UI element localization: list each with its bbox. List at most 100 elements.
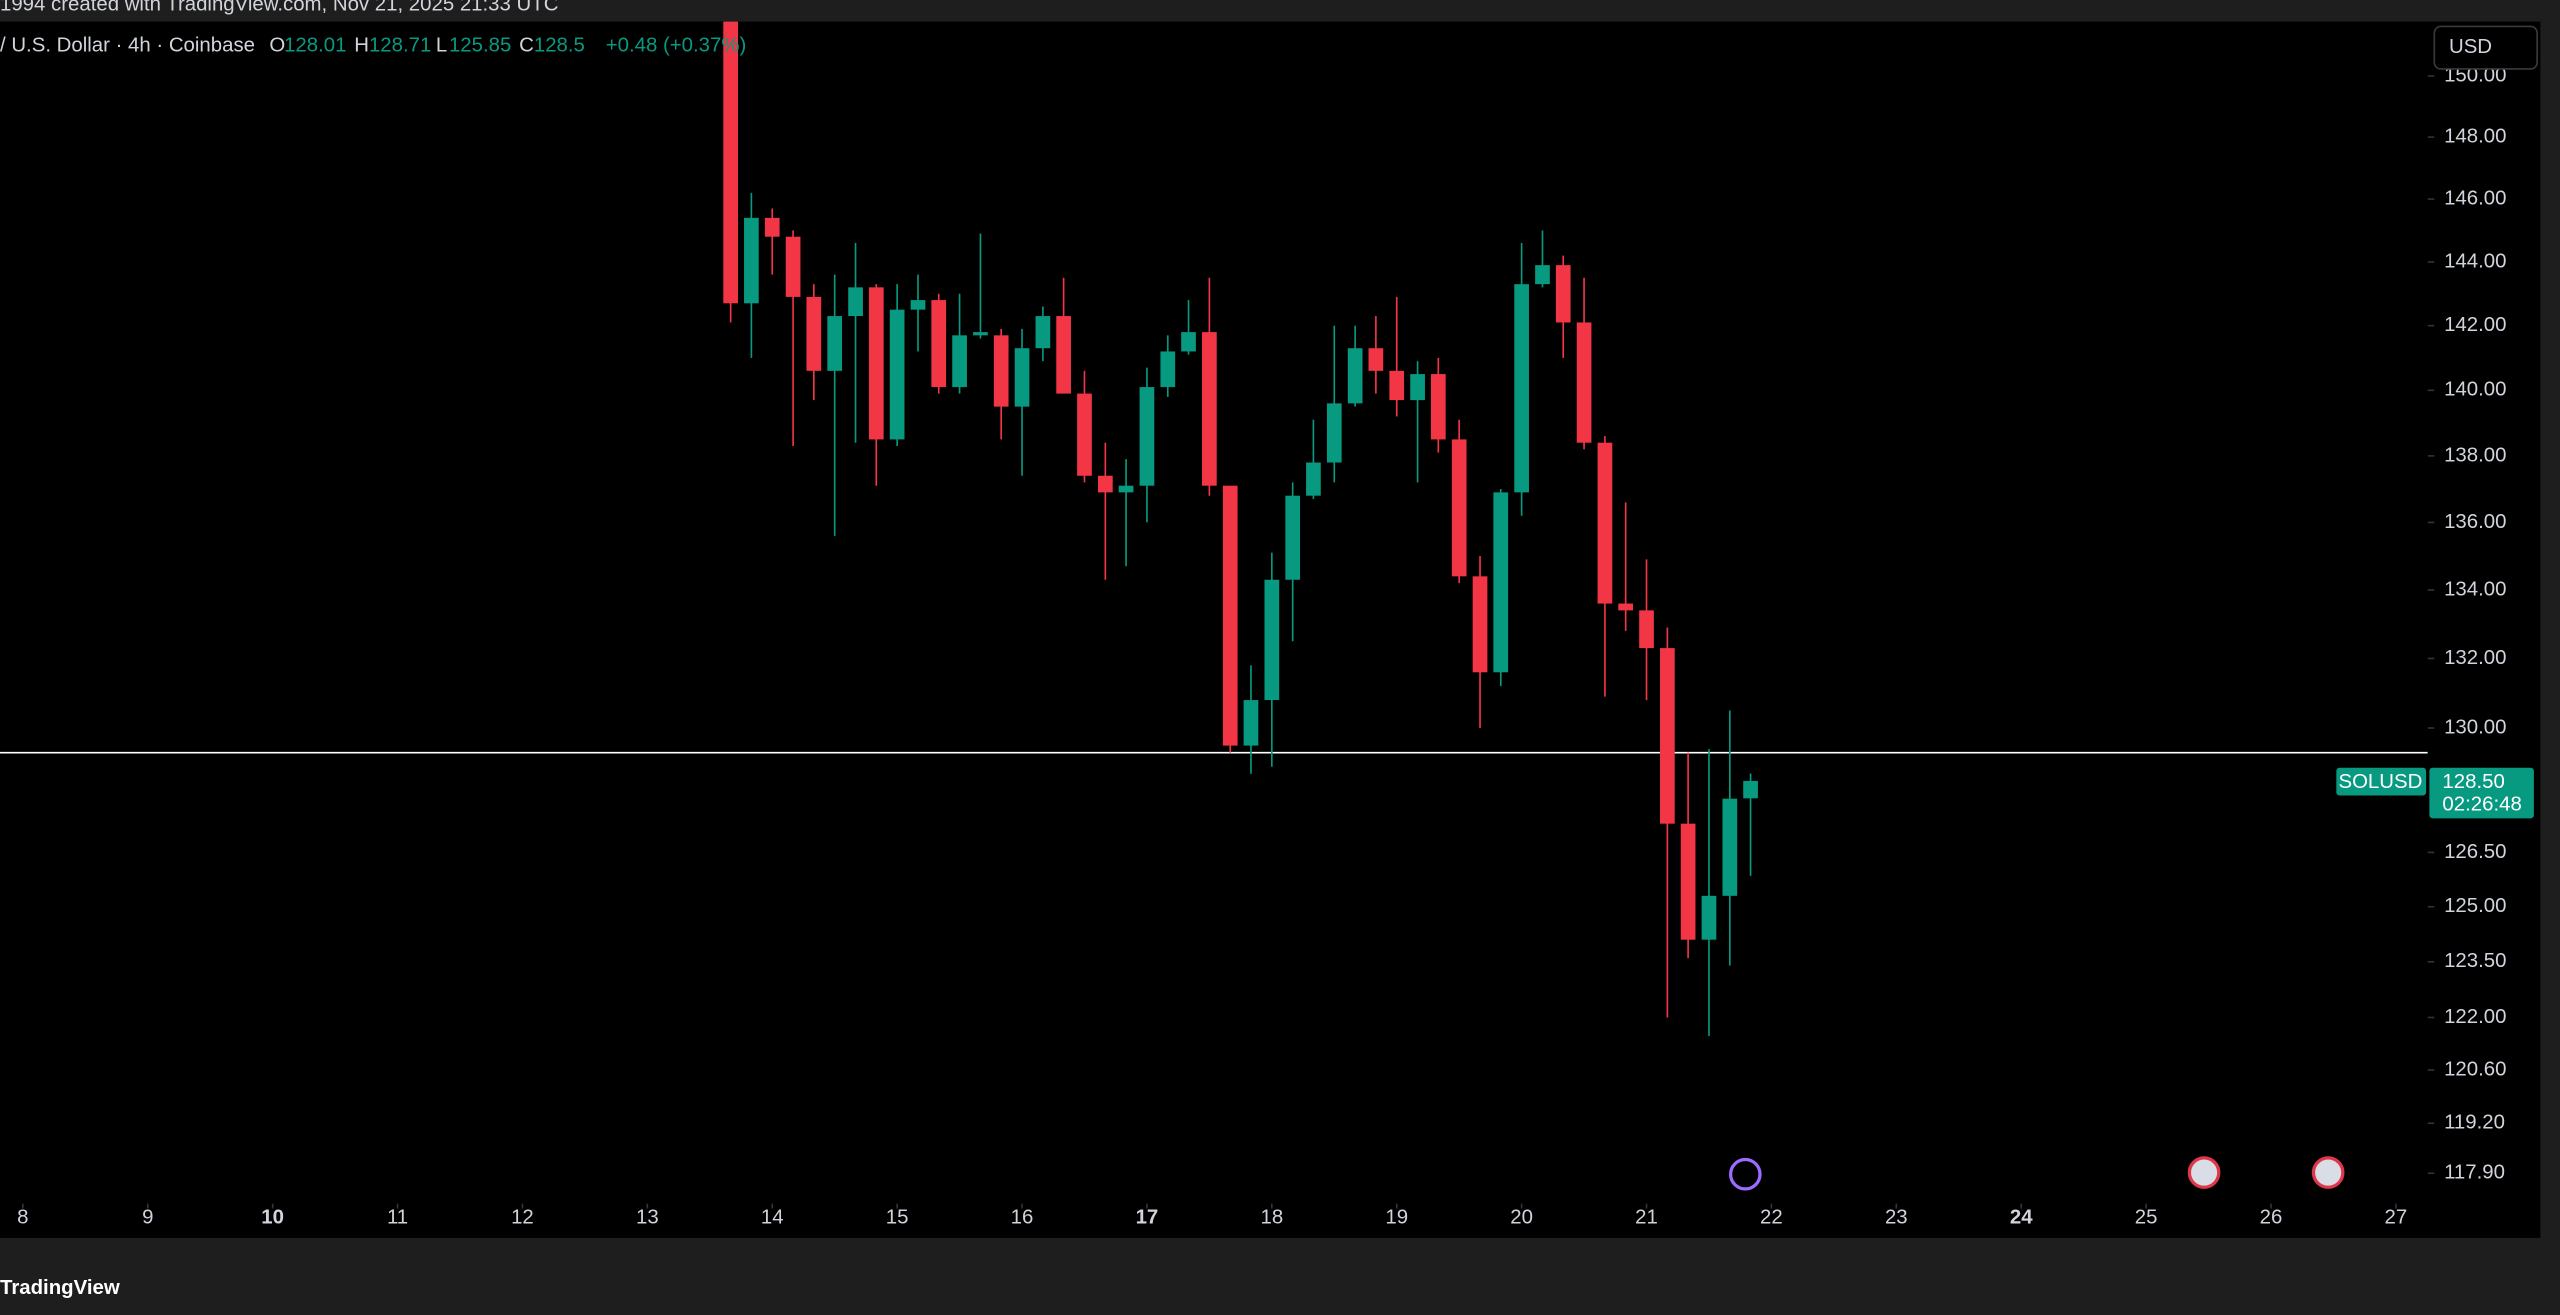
axes: 150.00 148.00 146.00 144.00 142.00 140.00 138.…	[17, 64, 2506, 1228]
price-tag	[2429, 767, 2534, 819]
candle-body	[1639, 610, 1654, 649]
x-tick-label: 22	[1760, 1207, 1783, 1229]
candle-body	[1181, 332, 1196, 352]
x-tick-label: 16	[1011, 1207, 1034, 1229]
candle-body	[1576, 322, 1592, 443]
y-tick-label: 120.60	[2444, 1058, 2506, 1080]
candle-body	[1368, 348, 1384, 371]
candle-body	[1243, 700, 1259, 746]
candle-body	[1264, 579, 1280, 701]
candle-body	[889, 309, 905, 440]
y-tick-label: 138.00	[2444, 444, 2506, 466]
y-tick-label: 136.00	[2444, 511, 2506, 533]
candle-body	[1451, 439, 1467, 577]
candle-body	[1202, 332, 1217, 486]
plot	[0, 21, 2428, 1037]
candle-body	[785, 236, 801, 297]
event-icon[interactable]	[1728, 1157, 1762, 1191]
candle-body	[1701, 895, 1717, 940]
currency-label[interactable]: USD	[2449, 36, 2492, 58]
y-tick-label: 119.20	[2444, 1112, 2505, 1134]
candle-body	[1097, 475, 1113, 493]
candle-body	[1347, 348, 1363, 404]
y-tick-label: 142.00	[2444, 314, 2506, 336]
x-tick-label: 23	[1885, 1207, 1908, 1229]
candle-body	[1660, 648, 1675, 824]
x-tick-label: 18	[1260, 1207, 1283, 1229]
symbol-tag-label: SOLUSD	[2338, 771, 2422, 793]
legend-value: 128.01	[284, 34, 346, 56]
candle-body	[1014, 348, 1030, 407]
candle-body	[1056, 316, 1071, 394]
y-tick-label: 134.00	[2444, 578, 2506, 600]
candle-body	[952, 335, 967, 388]
candle-body	[1535, 265, 1550, 285]
event-icon[interactable]	[2187, 1156, 2221, 1189]
legend-letter: L	[436, 34, 447, 56]
candle-body	[1743, 780, 1758, 799]
y-tick-label: 126.50	[2444, 841, 2506, 863]
candle-body	[848, 287, 863, 317]
y-tick-label: 140.00	[2444, 379, 2506, 401]
legend-symbol: / U.S. Dollar · 4h · Coinbase	[0, 34, 255, 56]
legend-value: 128.71	[369, 34, 431, 56]
candle-body	[931, 300, 947, 388]
event-icon[interactable]	[2311, 1156, 2345, 1189]
x-tick-label: 19	[1385, 1207, 1408, 1229]
candle-body	[744, 217, 759, 304]
y-tick-label: 117.90	[2444, 1162, 2505, 1184]
x-tick-label: 24	[2010, 1207, 2033, 1229]
y-tick-label: 132.00	[2444, 647, 2506, 669]
candle-body	[1035, 316, 1051, 349]
y-tick-label: 122.00	[2444, 1006, 2506, 1028]
y-tick-label: 150.00	[2444, 64, 2506, 86]
x-tick-label: 12	[511, 1207, 534, 1229]
symbol-tag	[2336, 767, 2427, 796]
x-tick-label: 20	[1510, 1207, 1533, 1229]
x-tick-label: 21	[1635, 1207, 1658, 1229]
candle-body	[1618, 603, 1634, 611]
countdown-label: 02:26:48	[2442, 794, 2521, 816]
x-tick-label: 11	[387, 1207, 408, 1229]
currency-button[interactable]	[2433, 25, 2538, 70]
candle-body	[1160, 351, 1176, 388]
candle-body	[827, 316, 843, 371]
legend-letter: H	[354, 34, 369, 56]
candle-body	[1430, 374, 1446, 440]
legend-letter: C	[519, 34, 534, 56]
candle-body	[973, 332, 988, 336]
candle-body	[764, 217, 780, 237]
x-tick-label: 26	[2260, 1207, 2283, 1229]
candle-body	[1597, 442, 1613, 604]
x-tick-label: 14	[761, 1207, 784, 1229]
price-tag-label: 128.50	[2442, 771, 2504, 793]
header: 1994 created with TradingView.com, Nov 2…	[0, 0, 558, 16]
candle-body	[868, 287, 884, 440]
candle-body	[1139, 387, 1155, 486]
candle-body	[1389, 370, 1405, 401]
legend-value: 125.85	[449, 34, 511, 56]
candle-body	[1410, 374, 1425, 401]
y-tick-label: 144.00	[2444, 250, 2506, 272]
x-tick-label: 13	[636, 1207, 659, 1229]
candle-body	[1555, 265, 1571, 323]
candle-body	[1222, 485, 1238, 746]
x-tick-label: 8	[17, 1207, 28, 1229]
candle-body	[1118, 485, 1134, 493]
legend-change: +0.48 (+0.37%)	[606, 34, 747, 56]
legend-value: 128.5	[534, 34, 585, 56]
candle-body	[1326, 403, 1342, 463]
x-tick-label: 25	[2135, 1207, 2158, 1229]
candle-body	[910, 300, 926, 310]
candle-body	[723, 21, 738, 304]
candle-body	[1514, 284, 1529, 493]
y-tick-label: 125.00	[2444, 895, 2506, 917]
candle-body	[1077, 393, 1092, 476]
x-tick-label: 9	[142, 1207, 153, 1229]
logo: TradingView	[0, 1277, 120, 1299]
candle-body	[1680, 823, 1696, 940]
x-tick-label: 17	[1136, 1207, 1159, 1229]
candle-body	[1285, 495, 1301, 580]
